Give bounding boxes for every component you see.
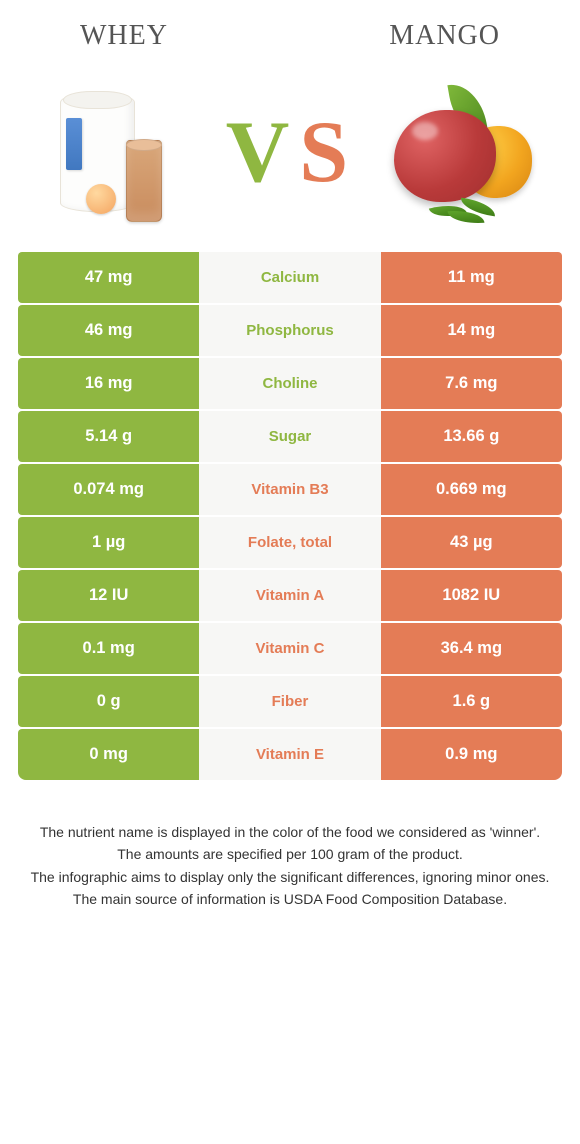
image-row: VS: [0, 62, 580, 252]
left-value: 47 mg: [18, 252, 199, 303]
right-value: 0.669 mg: [381, 464, 562, 515]
vs-letter-v: V: [226, 102, 296, 203]
right-value: 13.66 g: [381, 411, 562, 462]
left-value: 0 g: [18, 676, 199, 727]
whey-icon: [60, 82, 170, 222]
left-value: 0.1 mg: [18, 623, 199, 674]
right-food-title: Mango: [389, 20, 500, 52]
nutrient-name: Vitamin E: [199, 729, 380, 780]
footnote-line: The amounts are specified per 100 gram o…: [30, 844, 550, 864]
vs-letter-s: S: [299, 102, 354, 203]
footnote-line: The infographic aims to display only the…: [30, 867, 550, 887]
left-value: 0.074 mg: [18, 464, 199, 515]
mango-image: [390, 77, 540, 227]
title-row: Whey Mango: [0, 0, 580, 62]
left-food-title: Whey: [80, 20, 168, 52]
table-row: 5.14 gSugar13.66 g: [18, 411, 562, 462]
table-row: 0 mgVitamin E0.9 mg: [18, 729, 562, 780]
left-value: 0 mg: [18, 729, 199, 780]
left-value: 12 IU: [18, 570, 199, 621]
left-value: 1 µg: [18, 517, 199, 568]
nutrient-name: Vitamin A: [199, 570, 380, 621]
right-value: 1082 IU: [381, 570, 562, 621]
right-value: 11 mg: [381, 252, 562, 303]
nutrient-name: Vitamin C: [199, 623, 380, 674]
right-value: 14 mg: [381, 305, 562, 356]
right-value: 1.6 g: [381, 676, 562, 727]
nutrient-name: Fiber: [199, 676, 380, 727]
nutrient-name: Sugar: [199, 411, 380, 462]
nutrient-name: Phosphorus: [199, 305, 380, 356]
footnote-line: The main source of information is USDA F…: [30, 889, 550, 909]
right-value: 36.4 mg: [381, 623, 562, 674]
vs-label: VS: [226, 102, 355, 203]
table-row: 46 mgPhosphorus14 mg: [18, 305, 562, 356]
table-row: 1 µgFolate, total43 µg: [18, 517, 562, 568]
left-value: 16 mg: [18, 358, 199, 409]
nutrient-name: Vitamin B3: [199, 464, 380, 515]
left-value: 5.14 g: [18, 411, 199, 462]
footnote-line: The nutrient name is displayed in the co…: [30, 822, 550, 842]
left-value: 46 mg: [18, 305, 199, 356]
mango-icon: [390, 82, 540, 222]
nutrient-table: 47 mgCalcium11 mg46 mgPhosphorus14 mg16 …: [0, 252, 580, 780]
table-row: 0 gFiber1.6 g: [18, 676, 562, 727]
table-row: 0.074 mgVitamin B30.669 mg: [18, 464, 562, 515]
nutrient-name: Choline: [199, 358, 380, 409]
nutrient-name: Folate, total: [199, 517, 380, 568]
table-row: 0.1 mgVitamin C36.4 mg: [18, 623, 562, 674]
right-value: 7.6 mg: [381, 358, 562, 409]
table-row: 16 mgCholine7.6 mg: [18, 358, 562, 409]
right-value: 43 µg: [381, 517, 562, 568]
table-row: 12 IUVitamin A1082 IU: [18, 570, 562, 621]
right-value: 0.9 mg: [381, 729, 562, 780]
table-row: 47 mgCalcium11 mg: [18, 252, 562, 303]
whey-image: [40, 77, 190, 227]
footnotes: The nutrient name is displayed in the co…: [0, 782, 580, 909]
nutrient-name: Calcium: [199, 252, 380, 303]
